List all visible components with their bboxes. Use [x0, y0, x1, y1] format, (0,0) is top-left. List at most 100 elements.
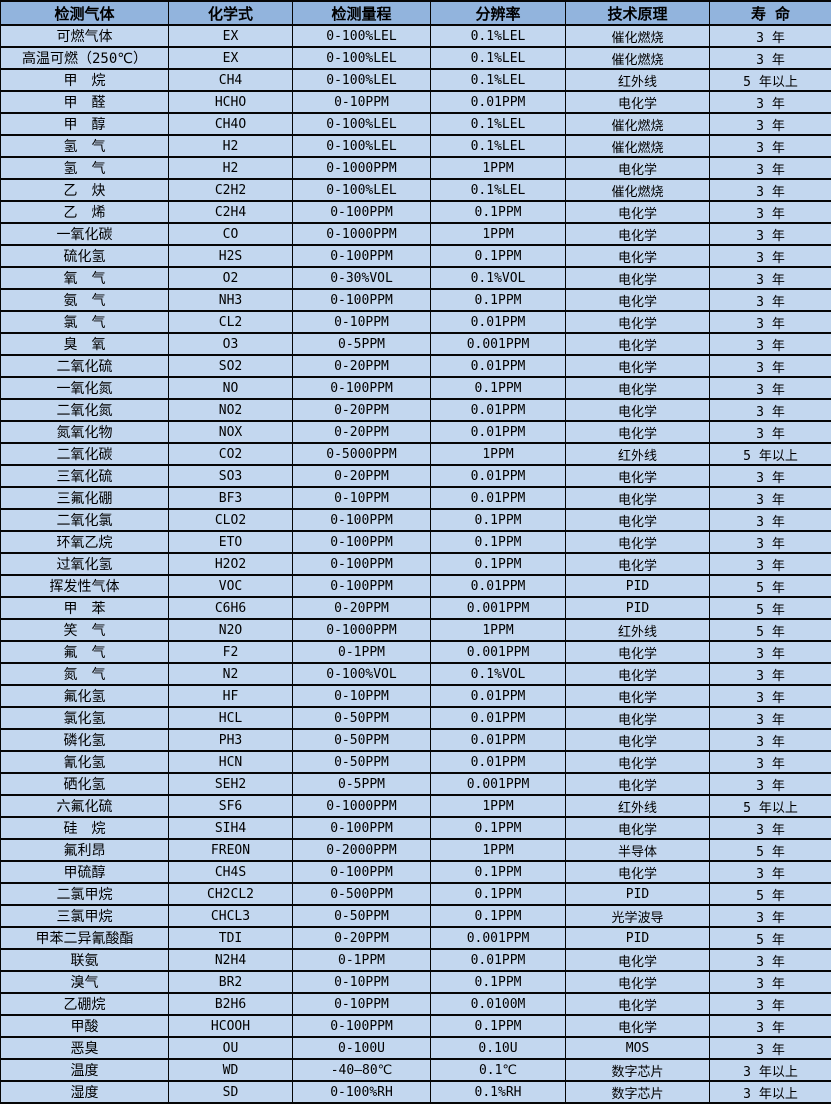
cell-lifespan: 3 年	[710, 531, 831, 553]
cell-formula: OU	[169, 1037, 293, 1059]
cell-formula: FREON	[169, 839, 293, 861]
cell-lifespan: 3 年	[710, 289, 831, 311]
cell-resolution: 0.01PPM	[431, 399, 566, 421]
cell-formula: C2H4	[169, 201, 293, 223]
cell-lifespan: 3 年	[710, 949, 831, 971]
cell-lifespan: 3 年	[710, 201, 831, 223]
cell-gas: 笑 气	[1, 619, 169, 641]
cell-principle: MOS	[566, 1037, 710, 1059]
cell-range: 0-20PPM	[293, 355, 431, 377]
cell-formula: F2	[169, 641, 293, 663]
cell-formula: CO	[169, 223, 293, 245]
header-row: 检测气体 化学式 检测量程 分辨率 技术原理 寿 命	[1, 1, 831, 25]
cell-resolution: 0.1%LEL	[431, 25, 566, 47]
cell-resolution: 0.1%LEL	[431, 47, 566, 69]
cell-range: 0-20PPM	[293, 465, 431, 487]
cell-resolution: 0.1%LEL	[431, 135, 566, 157]
cell-principle: PID	[566, 927, 710, 949]
cell-principle: 电化学	[566, 465, 710, 487]
cell-range: 0-20PPM	[293, 597, 431, 619]
cell-formula: NO2	[169, 399, 293, 421]
cell-resolution: 0.1%LEL	[431, 179, 566, 201]
cell-formula: CH4	[169, 69, 293, 91]
cell-principle: 电化学	[566, 685, 710, 707]
cell-principle: 电化学	[566, 91, 710, 113]
cell-range: 0-100PPM	[293, 289, 431, 311]
cell-gas: 硒化氢	[1, 773, 169, 795]
cell-resolution: 0.01PPM	[431, 91, 566, 113]
cell-principle: 电化学	[566, 949, 710, 971]
cell-formula: BF3	[169, 487, 293, 509]
cell-lifespan: 3 年	[710, 377, 831, 399]
column-header-formula: 化学式	[169, 1, 293, 25]
cell-lifespan: 3 年	[710, 135, 831, 157]
cell-resolution: 0.01PPM	[431, 487, 566, 509]
cell-gas: 氟利昂	[1, 839, 169, 861]
cell-principle: PID	[566, 883, 710, 905]
cell-range: 0-10PPM	[293, 91, 431, 113]
cell-resolution: 0.1%VOL	[431, 267, 566, 289]
cell-range: 0-100%LEL	[293, 47, 431, 69]
cell-resolution: 0.01PPM	[431, 465, 566, 487]
cell-range: 0-100PPM	[293, 377, 431, 399]
cell-gas: 氧 气	[1, 267, 169, 289]
cell-lifespan: 3 年以上	[710, 1059, 831, 1081]
cell-lifespan: 5 年	[710, 883, 831, 905]
cell-resolution: 1PPM	[431, 839, 566, 861]
cell-resolution: 0.1%LEL	[431, 69, 566, 91]
cell-principle: 催化燃烧	[566, 179, 710, 201]
cell-lifespan: 3 年	[710, 971, 831, 993]
cell-principle: 电化学	[566, 333, 710, 355]
cell-range: 0-5000PPM	[293, 443, 431, 465]
cell-resolution: 0.01PPM	[431, 421, 566, 443]
cell-range: 0-100%VOL	[293, 663, 431, 685]
cell-principle: 电化学	[566, 355, 710, 377]
cell-lifespan: 3 年	[710, 1037, 831, 1059]
cell-gas: 二氧化氮	[1, 399, 169, 421]
cell-formula: VOC	[169, 575, 293, 597]
cell-gas: 氯 气	[1, 311, 169, 333]
cell-range: 0-100PPM	[293, 201, 431, 223]
cell-principle: 红外线	[566, 443, 710, 465]
cell-gas: 甲 苯	[1, 597, 169, 619]
cell-gas: 环氧乙烷	[1, 531, 169, 553]
cell-resolution: 0.10U	[431, 1037, 566, 1059]
cell-lifespan: 3 年	[710, 25, 831, 47]
cell-principle: 电化学	[566, 267, 710, 289]
cell-resolution: 0.1PPM	[431, 289, 566, 311]
cell-principle: 光学波导	[566, 905, 710, 927]
cell-lifespan: 5 年	[710, 619, 831, 641]
cell-resolution: 0.1℃	[431, 1059, 566, 1081]
cell-lifespan: 3 年	[710, 47, 831, 69]
cell-principle: 电化学	[566, 1015, 710, 1037]
cell-range: 0-10PPM	[293, 311, 431, 333]
cell-gas: 氢 气	[1, 157, 169, 179]
cell-principle: 电化学	[566, 817, 710, 839]
cell-formula: CLO2	[169, 509, 293, 531]
cell-principle: 电化学	[566, 773, 710, 795]
cell-range: 0-50PPM	[293, 729, 431, 751]
cell-range: 0-20PPM	[293, 927, 431, 949]
cell-range: 0-20PPM	[293, 399, 431, 421]
cell-gas: 联氨	[1, 949, 169, 971]
cell-formula: N2	[169, 663, 293, 685]
cell-lifespan: 3 年	[710, 223, 831, 245]
cell-range: 0-100%LEL	[293, 179, 431, 201]
